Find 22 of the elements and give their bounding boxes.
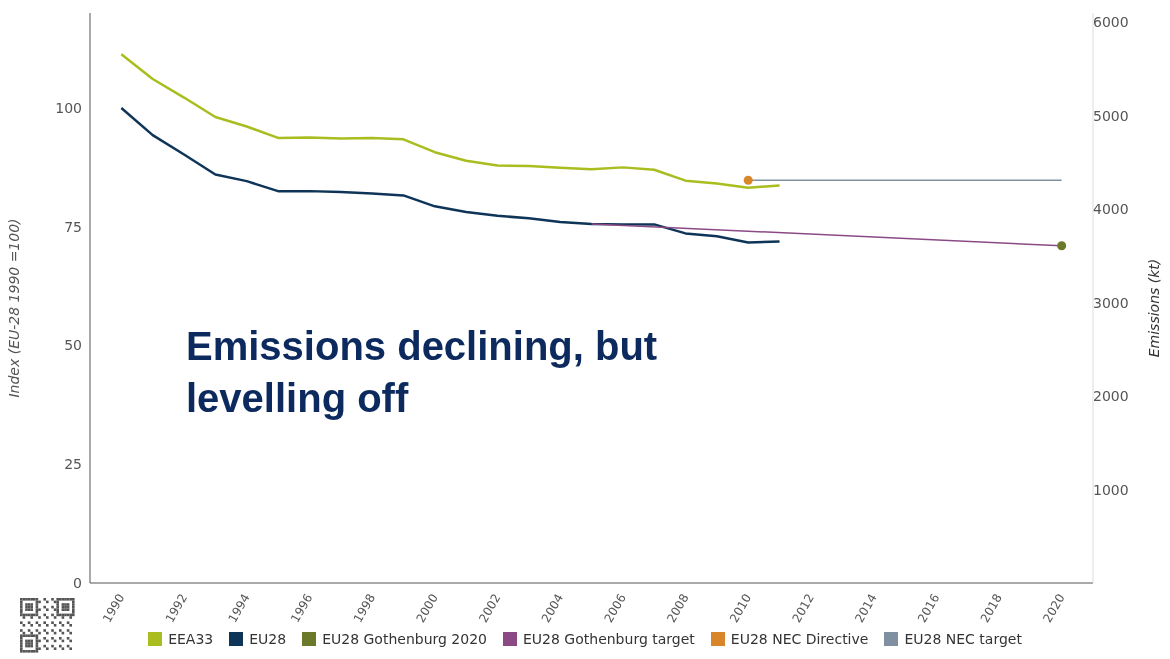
y-tick-label: 25 [64, 456, 82, 473]
legend-label: EU28 Gothenburg 2020 [322, 631, 487, 647]
y-tick-label: 75 [64, 218, 82, 235]
legend-label: EEA33 [168, 631, 214, 647]
y2-tick-label: 3000 [1093, 294, 1129, 311]
y2-tick-label: 4000 [1093, 201, 1129, 218]
y2-axis-title: Emissions (kt) [1146, 258, 1162, 358]
y-tick-label: 0 [73, 574, 82, 591]
line-series [120, 106, 781, 244]
y2-tick-label: 6000 [1093, 14, 1129, 31]
y2-tick-label: 5000 [1093, 107, 1129, 124]
y-axis-title: Index (EU-28 1990 =100) [6, 218, 22, 398]
legend-label: EU28 NEC target [904, 631, 1022, 647]
line-series [120, 53, 781, 190]
legend-label: EU28 NEC Directive [730, 631, 869, 647]
y-tick-label: 50 [64, 337, 82, 354]
legend-label: EU28 Gothenburg target [523, 631, 695, 647]
y-tick-label: 100 [55, 99, 82, 116]
legend-label: EU28 [249, 631, 287, 647]
annotation: Emissions declining, but levelling off [186, 323, 659, 422]
y2-tick-label: 1000 [1093, 481, 1129, 498]
y2-tick-label: 2000 [1093, 388, 1129, 405]
